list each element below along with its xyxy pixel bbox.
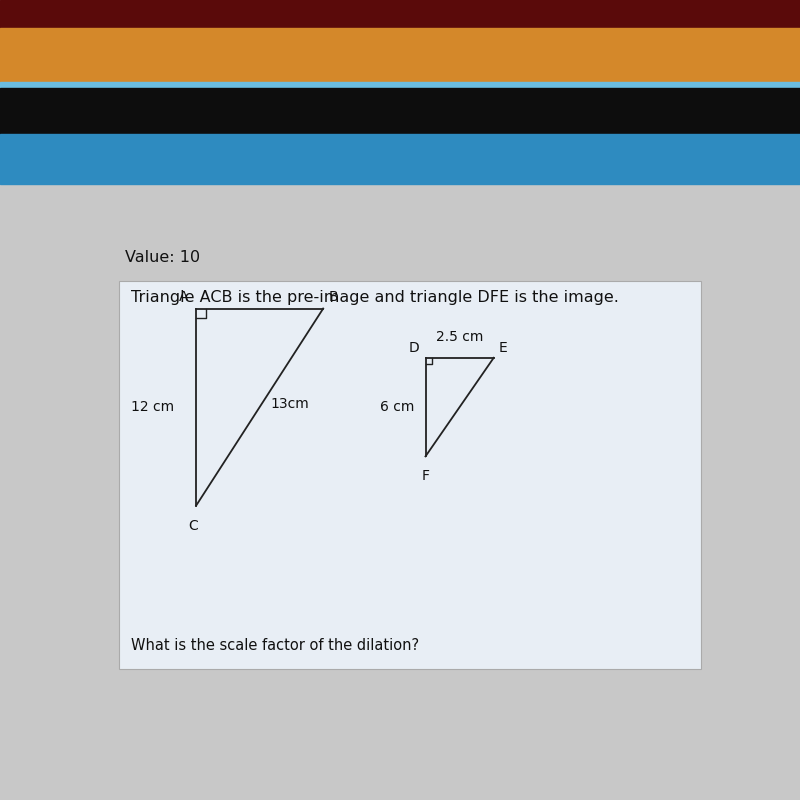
Text: C: C: [188, 519, 198, 533]
Text: E: E: [498, 341, 507, 354]
Text: F: F: [422, 469, 430, 482]
Text: B: B: [328, 290, 338, 303]
Text: 13cm: 13cm: [271, 397, 310, 411]
Text: What is the scale factor of the dilation?: What is the scale factor of the dilation…: [131, 638, 419, 654]
Text: Value: 10: Value: 10: [125, 250, 200, 266]
Text: D: D: [409, 341, 419, 354]
Text: 12 cm: 12 cm: [131, 400, 174, 414]
Text: Triangle ACB is the pre-image and triangle DFE is the image.: Triangle ACB is the pre-image and triang…: [131, 290, 619, 305]
Text: 6 cm: 6 cm: [380, 400, 414, 414]
Text: 2.5 cm: 2.5 cm: [436, 330, 483, 344]
Bar: [118, 281, 702, 669]
Text: A: A: [179, 290, 189, 303]
